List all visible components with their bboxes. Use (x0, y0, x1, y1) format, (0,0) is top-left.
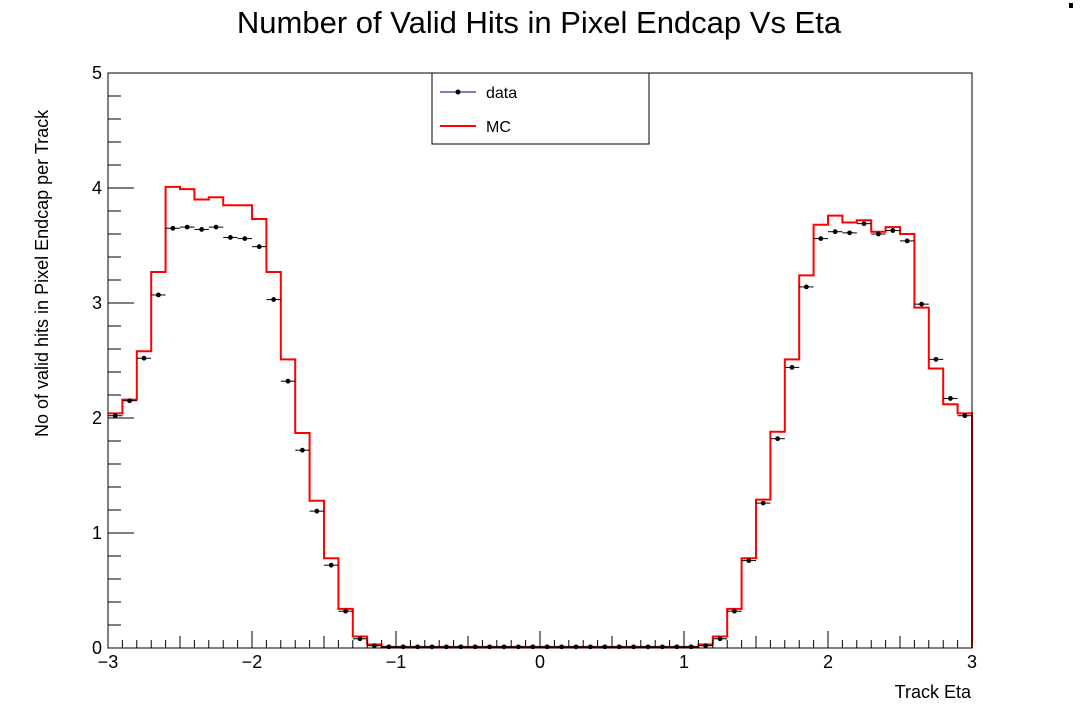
legend-data-marker (455, 89, 461, 95)
data-point (804, 284, 809, 290)
y-tick-label: 5 (92, 63, 102, 83)
data-point (832, 229, 838, 235)
data-point (717, 636, 723, 642)
data-point (314, 508, 320, 514)
data-point (890, 228, 896, 233)
data-point (919, 301, 924, 307)
data-point (904, 238, 910, 244)
legend: data MC (431, 72, 650, 145)
data-point (516, 644, 521, 650)
x-tick-label: 0 (535, 652, 545, 672)
x-axis-title: Track Eta (895, 682, 972, 702)
x-tick-label: −3 (98, 652, 119, 672)
data-point (962, 413, 968, 419)
data-point (616, 644, 622, 650)
y-tick-label: 3 (92, 293, 102, 313)
data-point (127, 398, 132, 404)
data-point (228, 235, 233, 240)
data-point (876, 231, 881, 237)
data-point (429, 644, 435, 650)
data-point (386, 644, 392, 650)
data-point (746, 558, 752, 563)
data-point (343, 608, 348, 614)
data-point (415, 644, 420, 650)
data-point (645, 644, 651, 650)
y-tick-label: 0 (92, 638, 102, 658)
data-point (760, 500, 766, 506)
data-point (328, 562, 334, 568)
y-tick-label: 1 (92, 523, 102, 543)
x-tick-label: −1 (386, 652, 407, 672)
data-point (444, 644, 449, 650)
data-point (112, 413, 118, 419)
chart-title: Number of Valid Hits in Pixel Endcap Vs … (237, 5, 842, 40)
data-point (372, 643, 377, 649)
data-point (688, 644, 694, 650)
data-point (818, 236, 824, 242)
data-point (847, 230, 852, 236)
x-tick-label: −2 (242, 652, 263, 672)
data-point (400, 644, 406, 650)
data-point (256, 244, 262, 250)
y-axis-title: No of valid hits in Pixel Endcap per Tra… (32, 109, 52, 437)
data-point (861, 221, 867, 227)
data-point (588, 644, 593, 650)
data-point (530, 644, 536, 650)
data-point (487, 644, 492, 650)
data-point (156, 292, 161, 298)
data-point (631, 644, 636, 650)
data-point (271, 297, 276, 302)
data-point (933, 356, 939, 362)
data-point (948, 396, 953, 401)
data-point (732, 608, 737, 614)
data-point (775, 436, 780, 442)
data-point (544, 644, 550, 650)
x-tick-label: 3 (967, 652, 977, 672)
data-point (357, 636, 363, 642)
legend-label-data: data (486, 85, 517, 102)
axes: −3 −2 −1 0 1 2 3 0 1 2 3 4 5 (92, 63, 977, 672)
data-point (573, 644, 579, 650)
data-point (472, 644, 478, 650)
corner-marker (1069, 3, 1073, 8)
data-point (184, 224, 190, 230)
data-point (559, 644, 564, 650)
data-point (170, 225, 176, 231)
x-tick-label: 2 (823, 652, 833, 672)
data-point (501, 644, 507, 650)
data-point (213, 224, 219, 230)
x-tick-label: 1 (679, 652, 689, 672)
plot-area (108, 185, 973, 650)
data-point (674, 644, 680, 650)
data-point (789, 365, 795, 370)
data-point (703, 643, 708, 649)
data-point (141, 355, 147, 361)
y-tick-label: 2 (92, 408, 102, 428)
data-point (199, 227, 205, 232)
data-point (602, 644, 608, 650)
data-point (660, 644, 665, 650)
data-point (300, 447, 305, 453)
data-point (285, 378, 291, 384)
legend-box (431, 72, 650, 145)
y-tick-label: 4 (92, 178, 102, 198)
data-point (458, 644, 464, 650)
legend-label-mc: MC (486, 119, 511, 136)
data-point (242, 236, 248, 242)
